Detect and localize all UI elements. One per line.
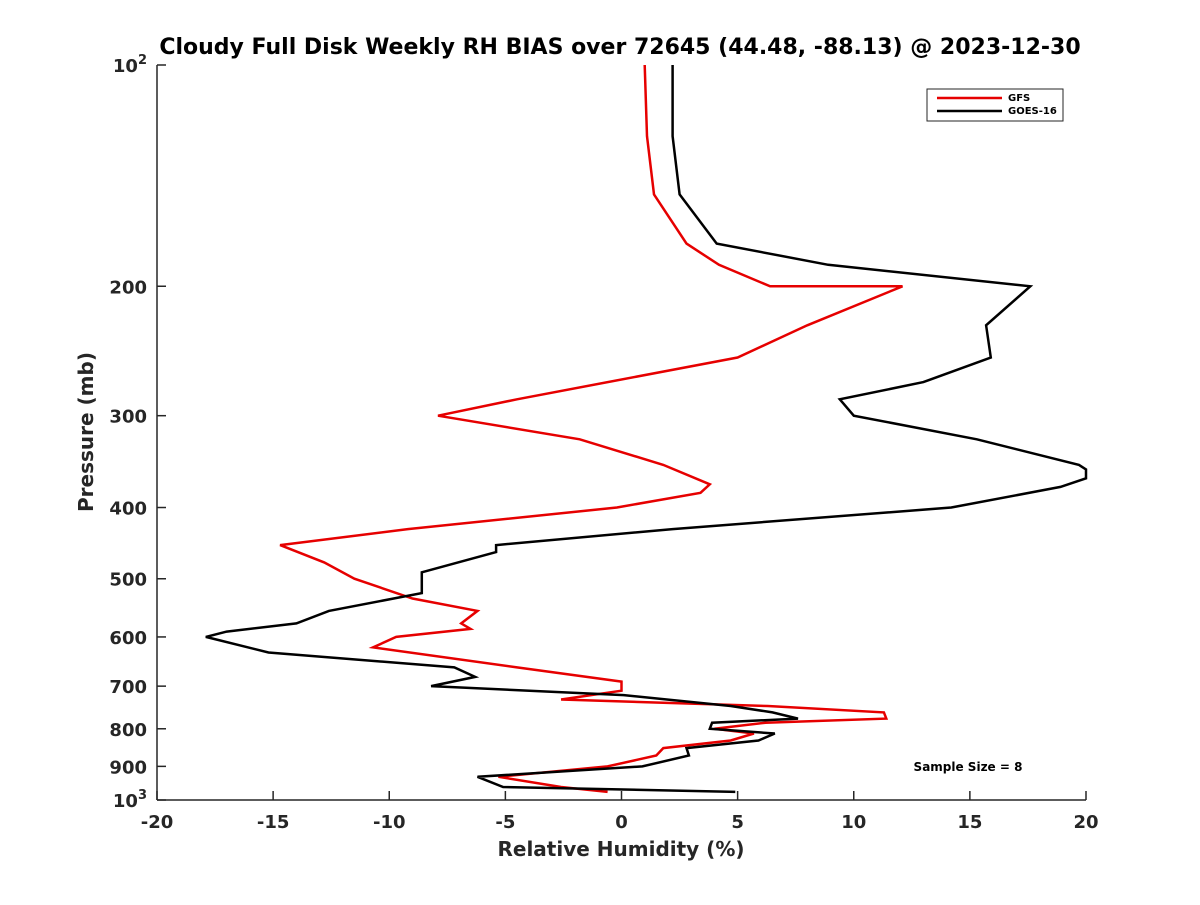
series-line-goes16: [205, 65, 1088, 794]
y-tick-label: 103: [113, 788, 147, 812]
legend-label-gfs: GFS: [1008, 93, 1030, 104]
y-tick-label: 700: [109, 677, 147, 698]
y-axis-label: Pressure (mb): [74, 352, 98, 512]
x-tick-label: -20: [141, 812, 174, 833]
legend-box: [926, 88, 1064, 122]
x-axis-label: Relative Humidity (%): [497, 837, 744, 861]
y-tick-label: 400: [109, 499, 147, 520]
chart-title: Cloudy Full Disk Weekly RH BIAS over 726…: [159, 35, 1080, 60]
y-tick-label: 600: [109, 628, 147, 649]
x-tick-label: 5: [731, 812, 744, 833]
x-tick-label: 0: [615, 812, 628, 833]
y-ticks: 102 200 300 400 500 600 700 800 900 103: [109, 53, 166, 812]
y-tick-label: 800: [109, 720, 147, 741]
x-ticks: -20 -15 -10 -5 0 5 10 15 20: [141, 791, 1099, 833]
x-tick-label: 10: [841, 812, 866, 833]
x-tick-label: 20: [1073, 812, 1098, 833]
x-tick-label: 15: [957, 812, 982, 833]
legend-label-goes16: GOES-16: [1008, 106, 1057, 117]
y-tick-label: 102: [113, 53, 147, 77]
series-line-gfs: [279, 64, 903, 794]
series-layer: [205, 64, 1088, 794]
sample-size-annotation: Sample Size = 8: [914, 760, 1023, 774]
x-tick-label: -10: [373, 812, 406, 833]
y-tick-label: 900: [109, 757, 147, 778]
y-tick-label: 300: [109, 407, 147, 428]
legend: GFS GOES-16: [926, 88, 1064, 122]
x-tick-label: -5: [495, 812, 515, 833]
y-tick-label: 500: [109, 570, 147, 591]
x-tick-label: -15: [257, 812, 290, 833]
y-tick-label: 200: [109, 277, 147, 298]
